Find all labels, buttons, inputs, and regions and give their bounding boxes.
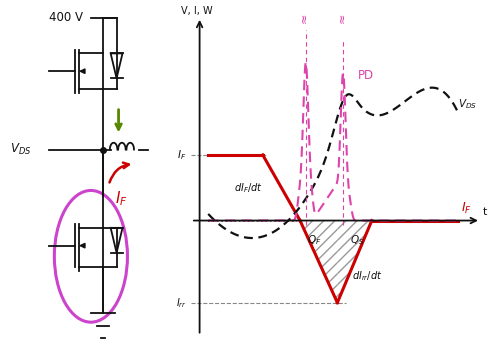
Text: $Q_S$: $Q_S$: [350, 234, 365, 247]
Text: $dI_F / dt$: $dI_F / dt$: [234, 181, 263, 195]
Text: $I_F$: $I_F$: [461, 201, 472, 216]
Text: PD: PD: [358, 69, 373, 82]
Text: $Q_F$: $Q_F$: [307, 234, 322, 247]
Text: $I_F$: $I_F$: [115, 189, 127, 208]
Text: t: t: [482, 206, 487, 217]
Text: ≈: ≈: [335, 13, 348, 23]
Text: ≈: ≈: [298, 13, 311, 23]
Text: $V_{DS}$: $V_{DS}$: [458, 97, 477, 111]
Text: V, I, W: V, I, W: [181, 6, 212, 16]
Text: $I_F$: $I_F$: [177, 148, 187, 162]
Text: $V_{DS}$: $V_{DS}$: [10, 142, 31, 157]
Text: 400 V: 400 V: [49, 11, 83, 24]
Text: $I_{rr}$: $I_{rr}$: [176, 296, 187, 309]
Text: $dI_{rr} / dt$: $dI_{rr} / dt$: [352, 269, 382, 283]
